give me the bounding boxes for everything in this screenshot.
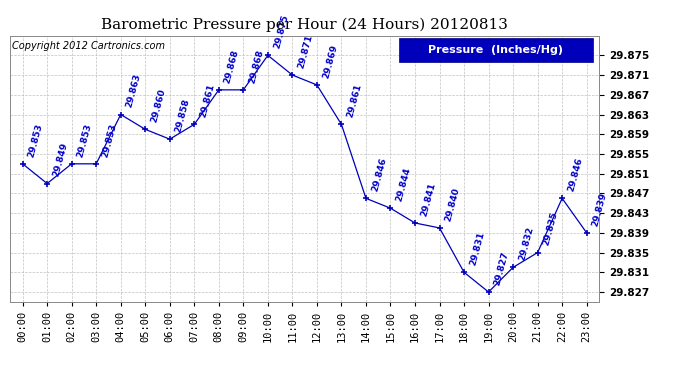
Text: 29.871: 29.871: [297, 33, 314, 69]
Text: 29.835: 29.835: [542, 211, 560, 247]
FancyBboxPatch shape: [399, 38, 593, 62]
Text: 29.860: 29.860: [150, 88, 167, 124]
Title: Barometric Pressure per Hour (24 Hours) 20120813: Barometric Pressure per Hour (24 Hours) …: [101, 17, 508, 32]
Text: 29.832: 29.832: [518, 226, 535, 262]
Text: 29.846: 29.846: [566, 157, 584, 193]
Text: 29.841: 29.841: [419, 182, 437, 218]
Text: 29.861: 29.861: [199, 83, 216, 119]
Text: 29.875: 29.875: [272, 14, 290, 50]
Text: 29.869: 29.869: [321, 44, 339, 80]
Text: Copyright 2012 Cartronics.com: Copyright 2012 Cartronics.com: [12, 41, 164, 51]
Text: 29.853: 29.853: [76, 122, 94, 158]
Text: 29.861: 29.861: [346, 83, 363, 119]
Text: 29.868: 29.868: [248, 48, 265, 84]
Text: 29.846: 29.846: [370, 157, 388, 193]
Text: 29.831: 29.831: [469, 231, 486, 267]
Text: 29.868: 29.868: [223, 48, 241, 84]
Text: 29.844: 29.844: [395, 166, 413, 202]
Text: 29.853: 29.853: [27, 122, 44, 158]
Text: 29.863: 29.863: [125, 73, 143, 109]
Text: 29.858: 29.858: [174, 98, 192, 134]
Text: 29.827: 29.827: [493, 251, 511, 286]
Text: Pressure  (Inches/Hg): Pressure (Inches/Hg): [428, 45, 564, 55]
Text: 29.849: 29.849: [51, 142, 69, 178]
Text: 29.853: 29.853: [100, 122, 118, 158]
Text: 29.840: 29.840: [444, 186, 462, 222]
Text: 29.839: 29.839: [591, 191, 609, 227]
